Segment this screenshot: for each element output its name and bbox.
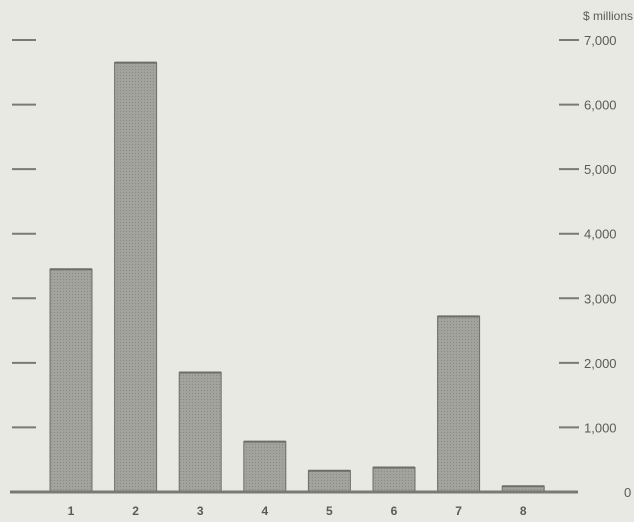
category-label: 3 <box>197 504 204 518</box>
category-label: 4 <box>261 504 268 518</box>
y-tick-label: 0 <box>624 485 631 500</box>
bar <box>243 441 287 493</box>
y-tick-label: 6,000 <box>584 98 617 113</box>
category-label: 2 <box>132 504 139 518</box>
bar <box>178 372 222 493</box>
category-label: 6 <box>391 504 398 518</box>
category-label: 1 <box>68 504 75 518</box>
bar <box>437 315 481 493</box>
right-tick-group: 0 1,000 2,000 3,000 4,000 5,000 6,000 7,000 <box>559 33 631 500</box>
y-tick-label: 1,000 <box>584 420 617 435</box>
left-tick-group <box>12 39 36 429</box>
category-label: 5 <box>326 504 333 518</box>
category-label: 8 <box>520 504 527 518</box>
y-tick-label: 3,000 <box>584 291 617 306</box>
bar <box>307 470 351 493</box>
category-label-group: 1 2 3 4 5 6 7 8 <box>68 504 527 518</box>
bar <box>49 268 93 493</box>
bar-group <box>49 61 545 493</box>
y-tick-label: 5,000 <box>584 162 617 177</box>
bar <box>372 466 416 493</box>
bar <box>114 62 158 493</box>
y-tick-label: 7,000 <box>584 33 617 48</box>
y-axis-unit-label: $ millions <box>583 9 633 23</box>
category-label: 7 <box>455 504 462 518</box>
y-tick-label: 4,000 <box>584 227 617 242</box>
y-tick-label: 2,000 <box>584 356 617 371</box>
